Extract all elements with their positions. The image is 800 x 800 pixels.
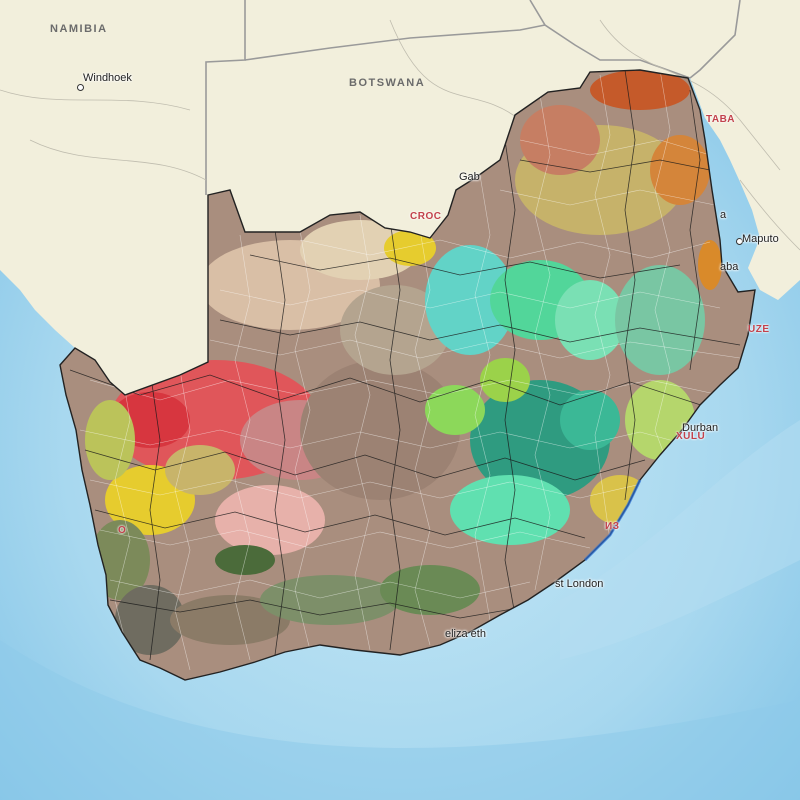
label-region-coast: ИЗ — [605, 521, 620, 532]
label-region-western: O — [118, 525, 127, 536]
label-windhoek: Windhoek — [83, 72, 132, 84]
label-manzini: a — [720, 209, 727, 221]
rivers — [0, 19, 800, 251]
label-namibia: NAMIBIA — [50, 23, 108, 35]
label-east-london: st London — [555, 578, 604, 590]
label-mbabane: aba — [720, 261, 739, 273]
label-port-elizabeth: eliza eth — [445, 628, 486, 640]
neighbouring-land — [0, 0, 800, 395]
country-borders — [205, 0, 741, 195]
label-region-zulu: XULU — [676, 431, 706, 442]
label-botswana: BOTSWANA — [349, 77, 426, 89]
label-gaborone: Gab — [459, 171, 480, 183]
windhoek-marker-icon — [77, 84, 84, 91]
maputo-marker-icon — [736, 238, 743, 245]
label-durban: Durban — [682, 422, 719, 434]
label-region-uze: UZE — [748, 324, 770, 335]
label-maputo: Maputo — [742, 233, 779, 245]
label-region-taba: TABA — [706, 114, 736, 125]
label-region-croc: CROC — [410, 211, 442, 222]
